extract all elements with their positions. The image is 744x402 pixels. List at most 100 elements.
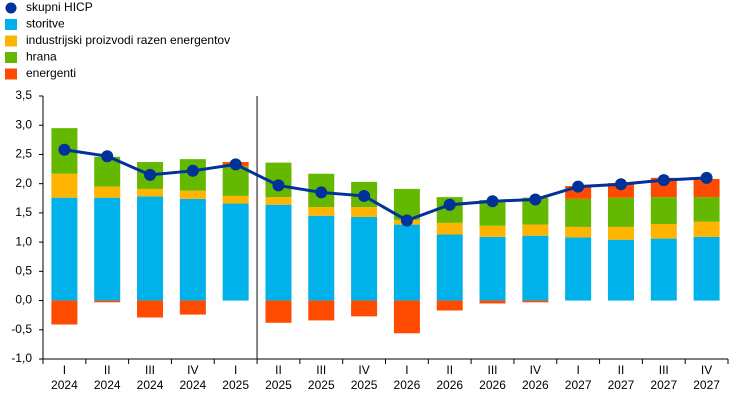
bar-segment — [479, 225, 506, 237]
y-tick-label: 3,0 — [15, 117, 32, 131]
x-tick-label-line: I — [63, 363, 66, 377]
legend-marker — [5, 35, 17, 47]
x-tick-label: III 2027 — [650, 363, 677, 392]
x-tick-label: III 2025 — [308, 363, 335, 392]
bar-segment — [693, 178, 720, 198]
line-marker — [358, 189, 371, 202]
y-tick-label: 1,5 — [15, 205, 32, 219]
line-marker — [272, 179, 285, 192]
bar-segment — [94, 197, 121, 301]
bar-segment — [650, 197, 677, 224]
bar-segment — [222, 195, 249, 204]
x-tick-label-line: III — [316, 363, 326, 377]
x-tick-label-line: IV — [187, 363, 198, 377]
bar-segment — [393, 300, 420, 334]
x-tick-label-line: 2027 — [565, 378, 592, 392]
bar-segment — [565, 198, 592, 227]
y-tick-label: -1,0 — [11, 351, 32, 365]
bar-segment — [479, 300, 506, 304]
x-tick-label-line: IV — [701, 363, 712, 377]
bar-segment — [51, 173, 78, 198]
bar-segment — [94, 300, 121, 303]
legend-marker — [5, 52, 17, 63]
bar-segment — [693, 197, 720, 222]
bar-segment — [265, 197, 292, 205]
line-marker — [657, 174, 670, 187]
bar-segment — [179, 190, 206, 199]
x-tick-label: IV 2025 — [351, 363, 378, 392]
y-tick-label: -0,5 — [11, 322, 32, 336]
legend-marker — [5, 19, 17, 30]
line-marker — [529, 193, 542, 206]
line-marker — [486, 195, 499, 208]
bar-segment — [650, 223, 677, 239]
bar-segment — [94, 186, 121, 198]
bar-segment — [650, 238, 677, 301]
x-tick-label: I 2027 — [565, 363, 592, 392]
x-tick-label-line: 2024 — [51, 378, 78, 392]
legend-label: hrana — [26, 50, 57, 64]
x-tick-label-line: 2024 — [179, 378, 206, 392]
x-tick-label: II 2026 — [436, 363, 463, 392]
line-marker — [229, 158, 242, 171]
x-tick-label: I 2025 — [222, 363, 249, 392]
bar-segment — [308, 215, 335, 301]
x-tick-label-line: 2027 — [693, 378, 720, 392]
bar-segment — [393, 224, 420, 301]
bar-segment — [436, 234, 463, 301]
line — [64, 148, 707, 223]
y-tick-label: 3,5 — [15, 88, 32, 102]
line-marker — [186, 164, 199, 177]
bar-segment — [607, 226, 634, 240]
bar-segment — [265, 300, 292, 323]
line-marker — [400, 214, 413, 227]
y-tick-label: 0,5 — [15, 264, 32, 278]
x-tick-label-line: 2025 — [222, 378, 249, 392]
bar-segment — [650, 177, 677, 198]
x-tick-label: I 2026 — [394, 363, 421, 392]
x-tick-label-line: I — [405, 363, 408, 377]
x-tick-label: II 2025 — [265, 363, 292, 392]
y-tick-label: 1,0 — [15, 234, 32, 248]
legend-label: energenti — [26, 66, 76, 80]
bar-segment — [522, 300, 549, 303]
bar-segment — [436, 300, 463, 311]
x-tick-label-line: 2025 — [265, 378, 292, 392]
bar-segment — [607, 183, 634, 198]
y-tick-label: 2,0 — [15, 176, 32, 190]
bar-segment — [522, 224, 549, 236]
x-tick-label-line: 2026 — [522, 378, 549, 392]
x-tick-label-line: I — [234, 363, 237, 377]
x-tick-label-line: 2024 — [137, 378, 164, 392]
bar-segment — [479, 236, 506, 301]
legend-label: industrijski proizvodi razen energentov — [26, 33, 230, 47]
x-tick-label-line: II — [618, 363, 625, 377]
bar-segment — [436, 222, 463, 235]
line-marker — [315, 186, 328, 199]
bar-segment — [607, 197, 634, 227]
bar-segment — [565, 226, 592, 238]
x-tick-label: I 2024 — [51, 363, 78, 392]
legend-marker — [5, 68, 17, 80]
bar-segment — [693, 236, 720, 301]
x-tick-label-line: 2024 — [94, 378, 121, 392]
x-tick-label-line: IV — [530, 363, 541, 377]
line-marker — [101, 150, 114, 163]
bar-segment — [265, 204, 292, 301]
x-tick-label-line: 2026 — [479, 378, 506, 392]
line-marker — [700, 171, 713, 184]
bar-segment — [137, 188, 164, 197]
x-tick-label: IV 2024 — [179, 363, 206, 392]
bar-segment — [607, 239, 634, 301]
y-tick-label: 0,0 — [15, 293, 32, 307]
bar-segment — [51, 197, 78, 301]
line-marker — [443, 198, 456, 211]
legend-marker — [5, 2, 17, 14]
x-tick-label-line: III — [145, 363, 155, 377]
x-tick-label-line: III — [659, 363, 669, 377]
bar-segment — [351, 216, 378, 301]
bar-segment — [222, 203, 249, 301]
bar-segment — [351, 207, 378, 217]
x-tick-label: IV 2027 — [693, 363, 720, 392]
